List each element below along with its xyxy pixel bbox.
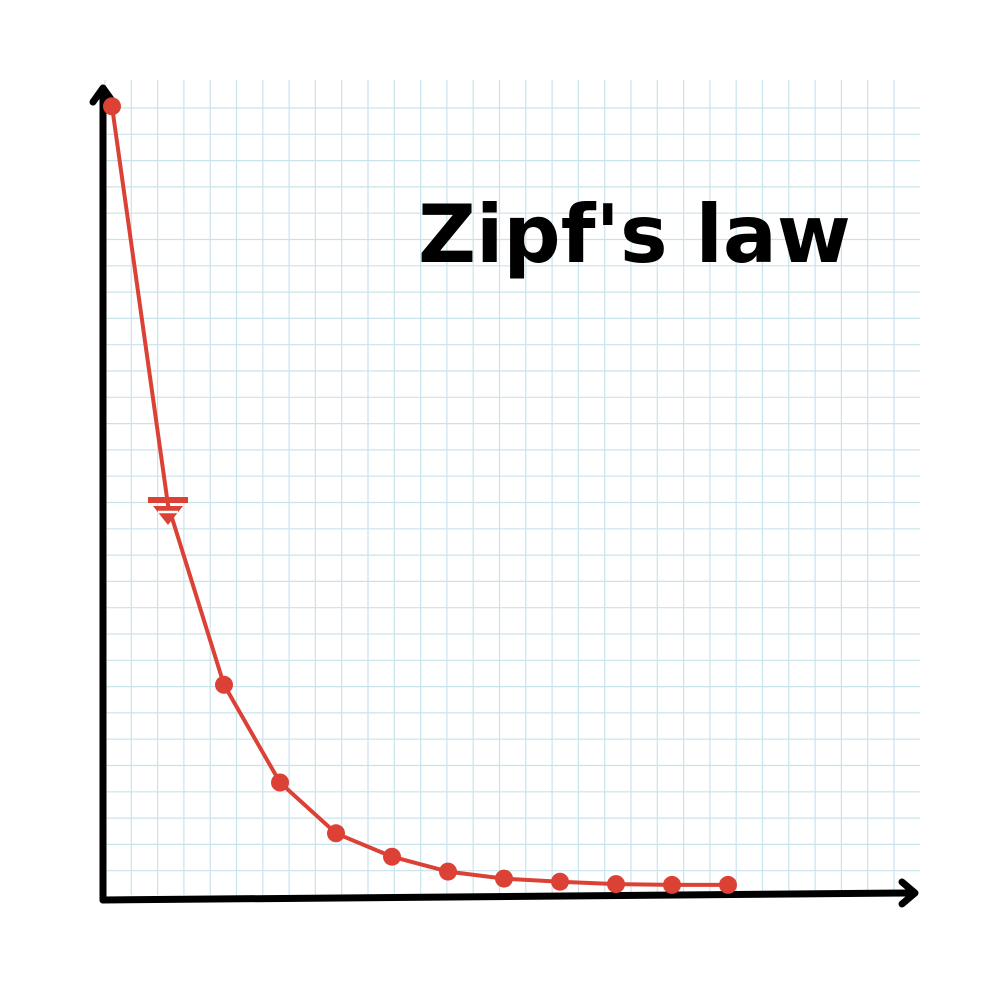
data-point: [607, 875, 625, 894]
data-point: [271, 773, 289, 792]
chart-axes: [89, 84, 919, 908]
chart-series: [103, 97, 737, 894]
triangle-marker-icon: [148, 497, 188, 525]
y-axis-arrow-icon: [89, 84, 117, 106]
series-line: [110, 104, 730, 887]
data-point: [495, 869, 513, 888]
data-point: [383, 847, 401, 866]
x-axis: [99, 889, 914, 904]
data-point: [719, 875, 737, 894]
x-axis-arrow-icon: [898, 878, 919, 908]
marker-bar: [148, 497, 188, 503]
data-point: [327, 824, 345, 843]
data-point: [663, 875, 681, 894]
data-point: [551, 872, 569, 891]
data-point: [103, 97, 121, 116]
chart-title: Zipf's law: [418, 188, 851, 281]
chart-grid: [104, 80, 920, 895]
data-point: [215, 675, 233, 694]
data-point: [439, 862, 457, 881]
